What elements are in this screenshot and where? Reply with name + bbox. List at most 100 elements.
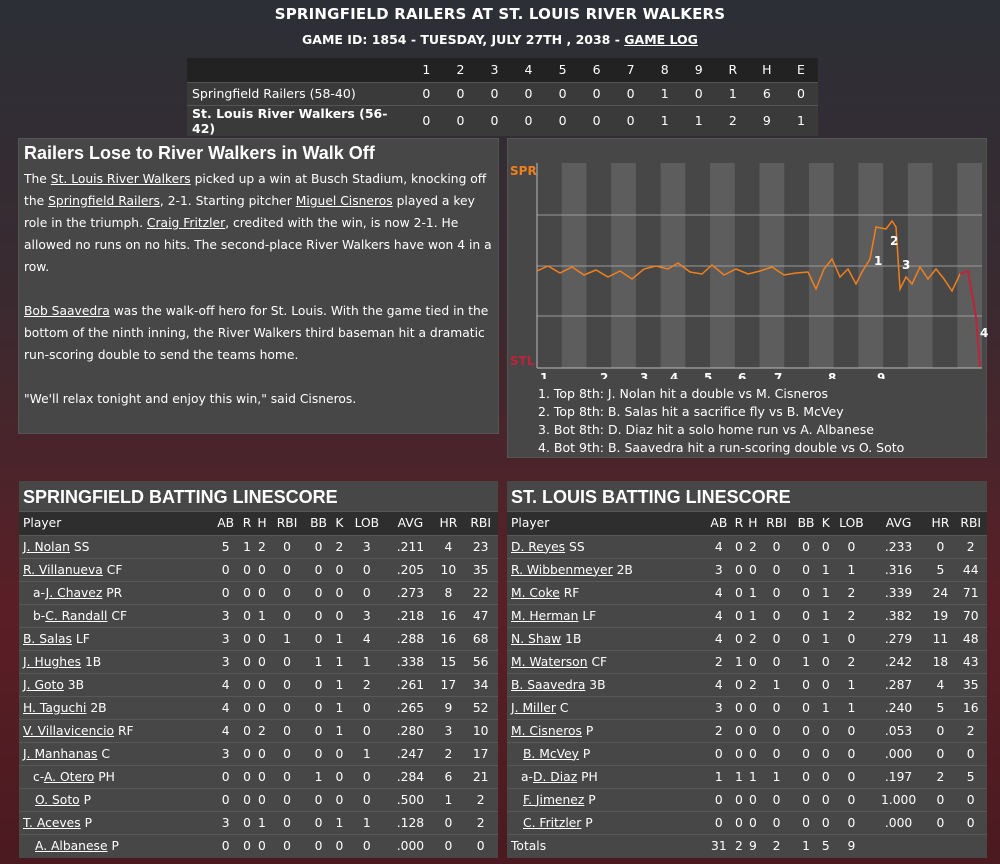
- linescore-team-name[interactable]: Springfield Railers (58-40): [187, 81, 410, 105]
- stat-cell: 16: [433, 603, 464, 627]
- player-position: SS: [569, 539, 585, 554]
- stat-cell: 4: [346, 626, 388, 650]
- story-link[interactable]: Craig Fritzler: [146, 216, 226, 230]
- stat-cell: 2: [954, 534, 987, 558]
- stat-cell: 0: [269, 718, 305, 742]
- player-link[interactable]: A. Albanese: [35, 838, 108, 853]
- inning-label: 3: [640, 371, 648, 379]
- player-cell: c-A. Otero PH: [19, 764, 212, 788]
- stat-cell: 0: [760, 534, 793, 558]
- stat-cell: 35: [463, 557, 498, 581]
- player-link[interactable]: J. Chavez: [45, 585, 103, 600]
- stat-cell: 0: [211, 764, 240, 788]
- linescore-cell: 1: [647, 104, 682, 136]
- game-log-link[interactable]: GAME LOG: [624, 32, 698, 47]
- batting-row: M. Coke RF 4 0 1 0 0 1 2.339 24 71: [507, 580, 987, 604]
- player-link[interactable]: B. Salas: [23, 631, 72, 646]
- stat-cell: 0: [304, 833, 333, 857]
- player-cell: M. Herman LF: [507, 603, 706, 627]
- linescore-cell: 2: [715, 104, 750, 136]
- batting-row: J. Goto 3B 4 0 0 0 0 1 2.261 17 34: [19, 672, 498, 696]
- player-link[interactable]: B. McVey: [523, 746, 579, 761]
- stat-cell: 0: [239, 580, 255, 604]
- stat-cell: 5: [926, 695, 955, 719]
- player-link[interactable]: D. Diaz: [532, 769, 578, 784]
- stat-cell: 0: [211, 580, 240, 604]
- game-story-panel: Railers Lose to River Walkers in Walk Of…: [18, 138, 499, 434]
- stat-cell: .288: [387, 626, 434, 650]
- story-text: picked up a win at Busch Stadium, knocki…: [24, 172, 487, 208]
- stat-cell: 0: [705, 810, 733, 834]
- linescore-row: Springfield Railers (58-40) 0 0 0 0 0 0 0 1 0 1 6 0: [187, 81, 818, 105]
- stat-cell: 0: [745, 695, 761, 719]
- story-link[interactable]: Springfield Railers: [48, 194, 160, 208]
- player-position: 2B: [90, 700, 107, 715]
- linescore-cell: 0: [511, 81, 546, 105]
- stat-cell: 0: [239, 833, 255, 857]
- story-link[interactable]: Miguel Cisneros: [295, 194, 393, 208]
- player-link[interactable]: R. Villanueva: [23, 562, 103, 577]
- stat-cell: 0: [269, 741, 305, 765]
- player-link[interactable]: F. Jimenez: [523, 792, 585, 807]
- player-link[interactable]: J. Hughes: [23, 654, 82, 669]
- batting-col-lob: LOB: [832, 512, 871, 535]
- player-position: C: [559, 700, 569, 715]
- stat-cell: 1: [254, 603, 270, 627]
- player-cell: N. Shaw 1B: [507, 626, 706, 650]
- stat-cell: 0: [254, 833, 270, 857]
- player-cell: A. Albanese P: [19, 833, 212, 857]
- player-link[interactable]: N. Shaw: [511, 631, 562, 646]
- stat-cell: 0: [760, 787, 793, 811]
- player-link[interactable]: M. Waterson: [511, 654, 588, 669]
- stat-cell: 0: [732, 741, 746, 765]
- story-link[interactable]: Bob Saavedra: [24, 304, 110, 318]
- player-link[interactable]: M. Cisneros: [511, 723, 582, 738]
- player-link[interactable]: B. Saavedra: [511, 677, 586, 692]
- stat-cell: 0: [760, 626, 793, 650]
- sub-prefix: a-: [521, 769, 533, 784]
- linescore-team-header: [187, 58, 410, 82]
- stat-cell: 0: [732, 534, 746, 558]
- linescore-cell: 0: [579, 104, 614, 136]
- player-link[interactable]: M. Coke: [511, 585, 560, 600]
- player-link[interactable]: M. Herman: [511, 608, 579, 623]
- stlouis-batting-table: Player AB R H RBI BB K LOB AVG HR RBI D. Reyes SS 4…: [507, 512, 987, 857]
- stat-cell: 0: [346, 580, 388, 604]
- batting-col-rbi: RBI: [954, 512, 987, 535]
- player-link[interactable]: V. Villavicencio: [23, 723, 115, 738]
- stat-cell: 48: [954, 626, 987, 650]
- player-position: P: [83, 792, 92, 807]
- player-link[interactable]: C. Fritzler: [523, 815, 582, 830]
- stat-cell: 0: [792, 557, 820, 581]
- linescore-team-name[interactable]: St. Louis River Walkers (56-42): [187, 104, 410, 136]
- stlouis-batting-title: ST. LOUIS BATTING LINESCORE: [507, 481, 987, 512]
- player-link[interactable]: A. Otero: [43, 769, 95, 784]
- inning-label: 6: [738, 371, 746, 379]
- batting-col-hr: HR: [926, 512, 955, 535]
- player-link[interactable]: J. Miller: [511, 700, 556, 715]
- stat-cell: 0: [239, 741, 255, 765]
- batting-col-h: H: [254, 512, 270, 535]
- stat-cell: 0: [732, 580, 746, 604]
- player-link[interactable]: J. Goto: [23, 677, 64, 692]
- player-position: P: [588, 792, 596, 807]
- player-link[interactable]: J. Nolan: [23, 539, 70, 554]
- player-link[interactable]: O. Soto: [35, 792, 80, 807]
- batting-col-lob: LOB: [346, 512, 388, 535]
- stat-cell: 6: [433, 764, 464, 788]
- stat-cell: 11: [926, 626, 955, 650]
- player-link[interactable]: R. Wibbenmeyer: [511, 562, 613, 577]
- linescore-cell: 9: [749, 104, 784, 136]
- player-position: P: [585, 815, 593, 830]
- story-link[interactable]: St. Louis River Walkers: [50, 172, 191, 186]
- player-position: LF: [582, 608, 597, 623]
- player-link[interactable]: T. Aceves: [23, 815, 81, 830]
- player-link[interactable]: H. Taguchi: [23, 700, 87, 715]
- player-cell: C. Fritzler P: [507, 810, 706, 834]
- stat-cell: 0: [332, 764, 347, 788]
- player-link[interactable]: D. Reyes: [511, 539, 566, 554]
- stat-cell: 0: [239, 557, 255, 581]
- stat-cell: 0: [745, 718, 761, 742]
- player-link[interactable]: J. Manhanas: [23, 746, 98, 761]
- player-link[interactable]: C. Randall: [45, 608, 108, 623]
